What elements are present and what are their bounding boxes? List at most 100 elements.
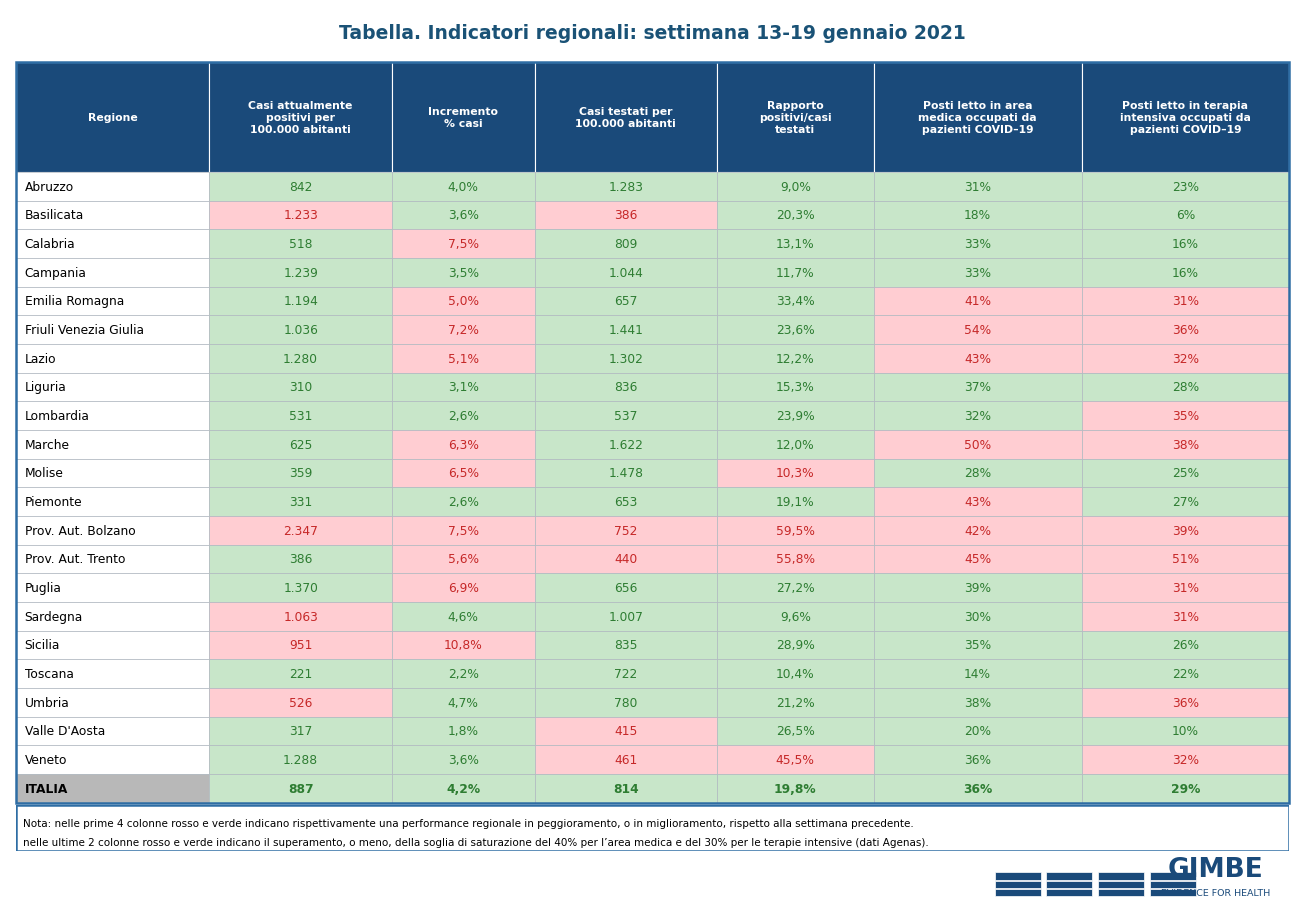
Text: 317: 317 [288,725,312,738]
Bar [16,659,210,688]
Bar [210,659,392,688]
Text: 4,6%: 4,6% [448,610,479,623]
Text: 1.283: 1.283 [608,181,643,193]
Bar [392,201,535,230]
Text: nelle ultime 2 colonne rosso e verde indicano il superamento, o meno, della sogl: nelle ultime 2 colonne rosso e verde ind… [23,837,929,847]
Bar [874,631,1082,659]
Bar [874,172,1082,201]
Bar [16,602,210,631]
Text: 23%: 23% [1172,181,1199,193]
Bar [1047,880,1092,888]
Text: 59,5%: 59,5% [776,524,814,537]
Bar [210,688,392,717]
Text: 28,9%: 28,9% [776,638,814,652]
Bar [535,688,716,717]
Bar [716,230,874,258]
Text: 22%: 22% [1172,667,1199,680]
Text: 33,4%: 33,4% [776,295,814,308]
Bar [1082,287,1289,316]
Bar [392,774,535,803]
Bar [716,345,874,373]
Text: 31%: 31% [1172,582,1199,594]
Text: 780: 780 [615,696,637,709]
Text: 331: 331 [288,496,312,508]
Text: 6%: 6% [1176,209,1195,222]
Bar [535,172,716,201]
Bar [1082,659,1289,688]
Bar [16,230,210,258]
Bar [210,746,392,774]
Text: 3,6%: 3,6% [448,209,479,222]
Text: 25%: 25% [1172,467,1199,479]
Bar [392,659,535,688]
Text: Campania: Campania [25,266,86,279]
Text: 221: 221 [288,667,312,680]
Text: 19,1%: 19,1% [776,496,814,508]
Text: 887: 887 [288,782,313,795]
Bar [392,573,535,602]
Bar [716,517,874,545]
Bar [1150,872,1195,880]
Text: 38%: 38% [964,696,992,709]
Bar [392,172,535,201]
Text: 31%: 31% [1172,295,1199,308]
Text: 440: 440 [615,553,637,566]
Text: 51%: 51% [1172,553,1199,566]
Text: Casi testati per
100.000 abitanti: Casi testati per 100.000 abitanti [576,107,676,129]
Text: Basilicata: Basilicata [25,209,84,222]
Bar [535,201,716,230]
Text: 6,3%: 6,3% [448,438,479,452]
Text: 386: 386 [288,553,312,566]
Bar [210,631,392,659]
Text: 526: 526 [288,696,312,709]
Bar [535,573,716,602]
Text: 3,6%: 3,6% [448,753,479,767]
Bar [874,659,1082,688]
Text: Marche: Marche [25,438,69,452]
Bar [716,316,874,345]
Text: Sardegna: Sardegna [25,610,82,623]
Text: 3,5%: 3,5% [448,266,479,279]
Text: 16%: 16% [1172,237,1199,251]
Text: 30%: 30% [964,610,990,623]
Bar [874,373,1082,402]
Text: 1.302: 1.302 [608,352,643,366]
Bar [874,201,1082,230]
Text: 951: 951 [288,638,312,652]
Text: 814: 814 [613,782,638,795]
Bar [392,373,535,402]
Bar [1150,889,1195,897]
Bar [1082,201,1289,230]
Bar [16,545,210,573]
Text: Tabella. Indicatori regionali: settimana 13-19 gennaio 2021: Tabella. Indicatori regionali: settimana… [339,23,966,42]
Text: Posti letto in terapia
intensiva occupati da
pazienti COVID–19: Posti letto in terapia intensiva occupat… [1120,101,1251,135]
Bar [1098,889,1144,897]
Text: 9,6%: 9,6% [780,610,810,623]
Text: 15,3%: 15,3% [776,381,814,394]
Text: 19,8%: 19,8% [774,782,817,795]
Bar [392,345,535,373]
Bar [210,517,392,545]
Bar [1082,459,1289,488]
Text: Liguria: Liguria [25,381,67,394]
Text: 722: 722 [615,667,637,680]
Bar [392,63,535,172]
Bar [535,431,716,459]
Bar [1082,258,1289,287]
Bar [210,573,392,602]
Bar [210,345,392,373]
Bar [16,258,210,287]
Bar [535,717,716,746]
Text: Umbria: Umbria [25,696,69,709]
Text: 6,9%: 6,9% [448,582,479,594]
Text: 37%: 37% [964,381,990,394]
Text: 1.441: 1.441 [608,323,643,337]
Text: 26,5%: 26,5% [776,725,814,738]
Bar [874,431,1082,459]
Bar [535,345,716,373]
Bar [1082,345,1289,373]
Bar [716,172,874,201]
Bar [1082,688,1289,717]
Bar [392,287,535,316]
Text: Posti letto in area
medica occupati da
pazienti COVID–19: Posti letto in area medica occupati da p… [919,101,1037,135]
